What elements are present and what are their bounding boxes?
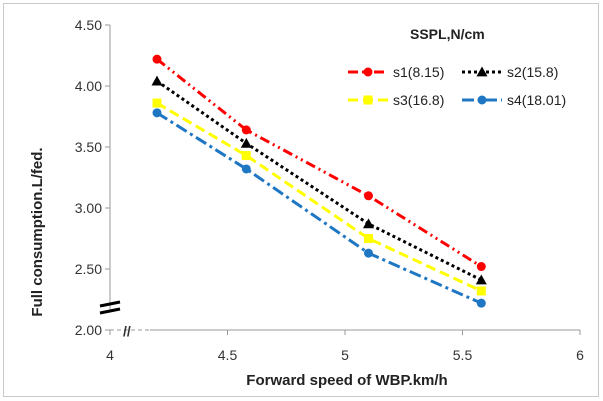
data-point (364, 234, 373, 243)
x-tick-label: 5.5 (453, 347, 473, 363)
series-layer (151, 54, 487, 308)
y-axis-break-mark (99, 307, 121, 315)
data-point (476, 262, 486, 272)
legend-swatch-marker (476, 66, 488, 77)
legend-entry: s2(15.8) (462, 64, 558, 80)
data-point (475, 274, 487, 285)
data-point (240, 137, 252, 148)
legend-swatch-marker (363, 95, 373, 105)
series-3 (152, 98, 486, 296)
chart-frame (3, 3, 599, 397)
data-point (241, 151, 251, 161)
data-point (151, 75, 163, 86)
series-line (156, 79, 482, 282)
legend-entry: s4(18.01) (462, 92, 566, 108)
y-tick-label: 4.00 (75, 78, 102, 94)
data-point (476, 286, 486, 296)
data-point (241, 125, 251, 135)
y-tick-label: 3.50 (75, 139, 102, 155)
legend: s1(8.15) s2(15.8) s3(16.8) s4(18.01) (348, 64, 566, 108)
x-axis-break-mark: // (123, 323, 131, 339)
legend-swatch-marker (477, 95, 487, 105)
data-point (363, 218, 374, 229)
data-point (364, 191, 373, 201)
y-tick-label: 3.00 (75, 200, 102, 216)
series-line (156, 57, 483, 268)
y-tick-label: 2.00 (75, 322, 102, 338)
y-tick-label: 2.50 (75, 261, 102, 277)
y-axis-break-mark (99, 300, 121, 308)
axes: // 2.00 2.50 3.00 3.50 4.00 4.50 4 4.5 5 5.5 6 (75, 17, 584, 363)
x-tick-label: 4.5 (218, 347, 238, 363)
x-tick-label: 5 (341, 347, 349, 363)
data-point (152, 108, 162, 118)
series-line (156, 101, 482, 293)
legend-label: s3(16.8) (393, 92, 444, 108)
legend-swatch-marker (363, 67, 373, 77)
data-point (476, 298, 486, 308)
x-tick-label: 4 (106, 347, 114, 363)
legend-label: s1(8.15) (393, 64, 444, 80)
x-axis-title: Forward speed of WBP.km/h (246, 372, 447, 389)
data-point (152, 98, 162, 108)
legend-label: s4(18.01) (507, 92, 566, 108)
y-axis-title: Full consumption.L/fed. (29, 147, 46, 316)
legend-entry: s3(16.8) (348, 92, 444, 108)
data-point (241, 164, 251, 174)
series-1 (152, 54, 486, 272)
series-2 (151, 75, 487, 285)
data-point (152, 54, 162, 64)
y-tick-label: 4.50 (75, 17, 102, 33)
legend-label: s2(15.8) (507, 64, 558, 80)
data-point (364, 248, 373, 258)
series-line (156, 111, 482, 305)
series-4 (152, 108, 486, 308)
legend-entry: s1(8.15) (348, 64, 444, 80)
x-tick-label: 6 (576, 347, 584, 363)
legend-title: SSPL,N/cm (410, 26, 485, 42)
